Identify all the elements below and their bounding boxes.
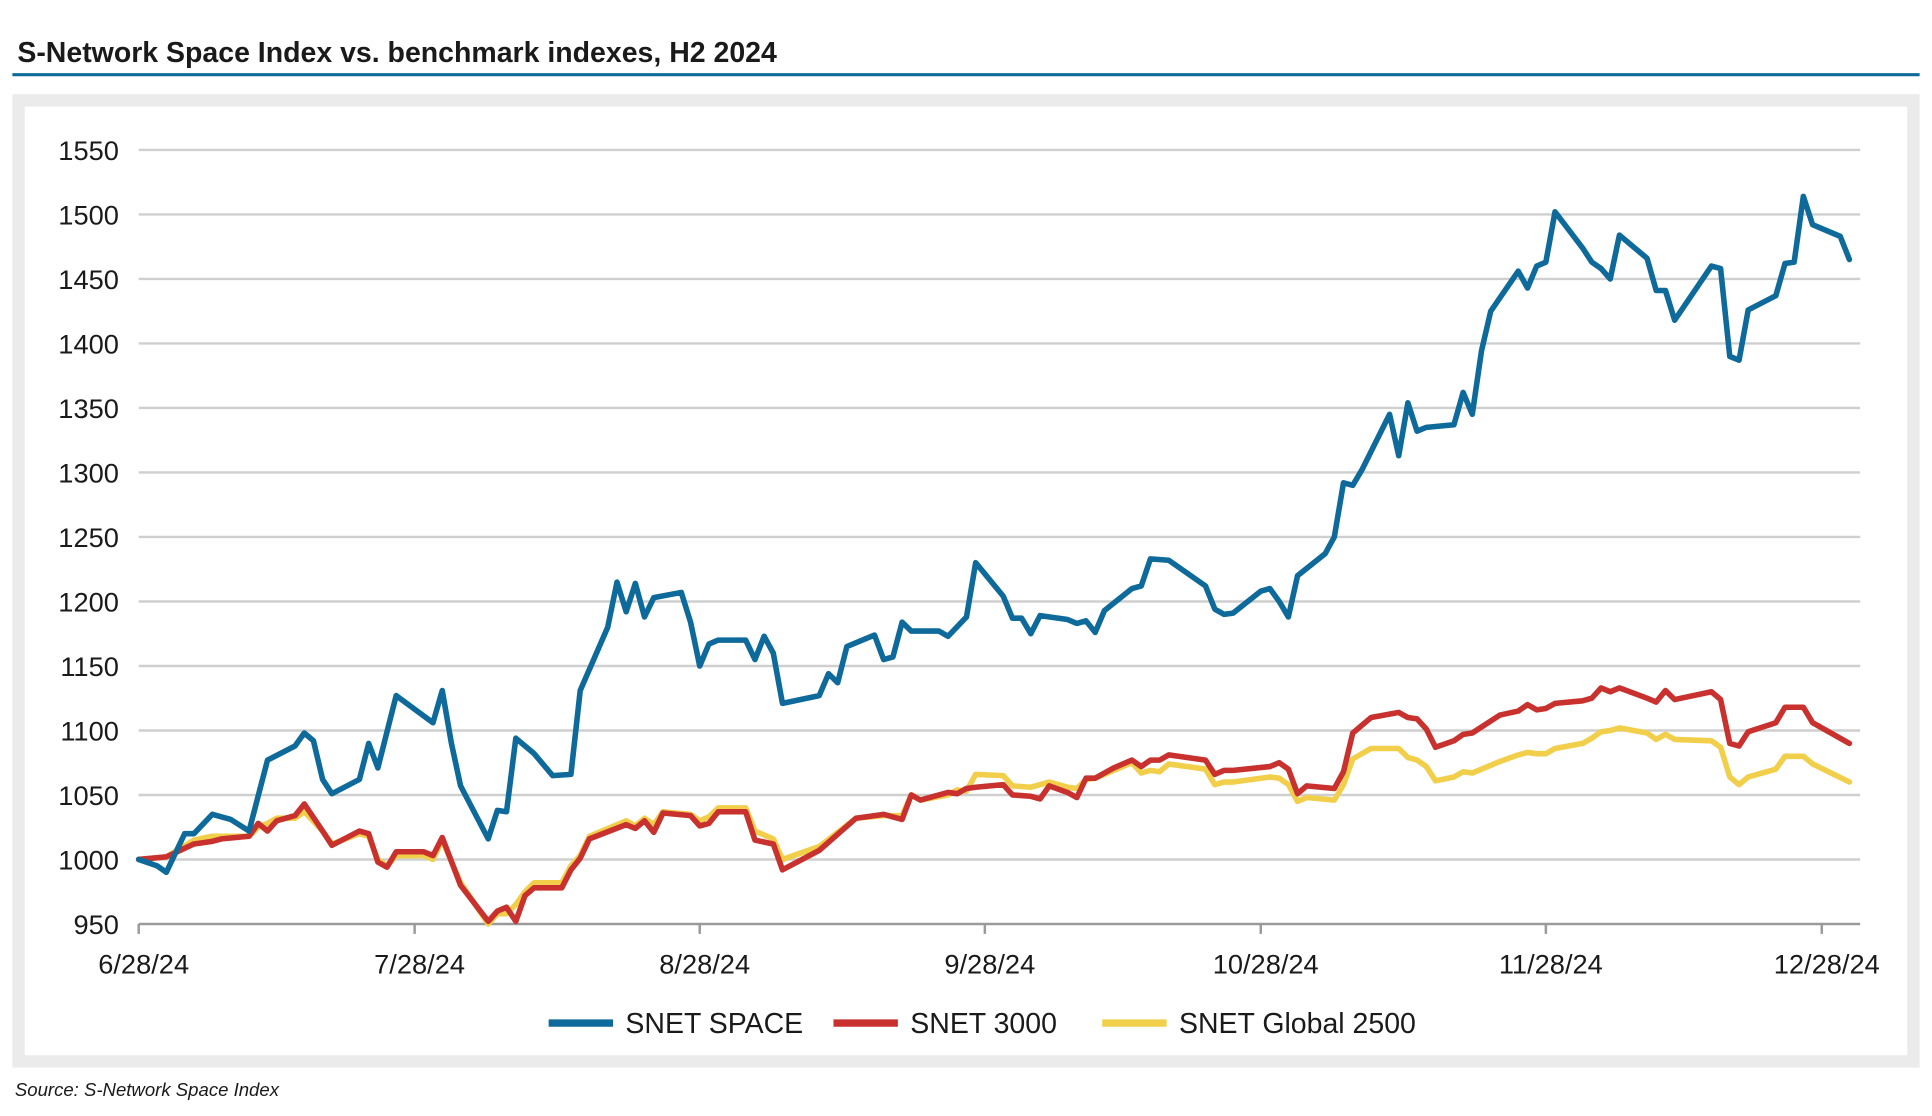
series-lines bbox=[135, 193, 1853, 927]
source-note: Source: S-Network Space Index bbox=[15, 1079, 280, 1100]
y-tick-label: 1400 bbox=[58, 328, 119, 359]
chart-title: S-Network Space Index vs. benchmark inde… bbox=[17, 37, 777, 69]
y-tick-label: 1550 bbox=[58, 135, 119, 166]
y-tick-label: 950 bbox=[73, 909, 118, 940]
y-tick-label: 1350 bbox=[58, 393, 119, 424]
x-axis: 6/28/24 7/28/24 8/28/24 9/28/24 10/28/24 11/2… bbox=[98, 922, 1880, 980]
y-tick-label: 1100 bbox=[60, 715, 119, 746]
y-tick-label: 1250 bbox=[58, 522, 119, 553]
y-tick-label: 1150 bbox=[60, 651, 119, 682]
series-line-snet-3000 bbox=[135, 685, 1853, 925]
x-tick-label: 10/28/24 bbox=[1213, 949, 1319, 980]
y-tick-label: 1050 bbox=[58, 780, 119, 811]
legend-item: SNET 3000 bbox=[833, 1008, 1057, 1040]
x-tick-label: 12/28/24 bbox=[1774, 949, 1880, 980]
legend-label: SNET 3000 bbox=[910, 1008, 1057, 1040]
y-tick-label: 1000 bbox=[58, 844, 119, 875]
legend-item: SNET Global 2500 bbox=[1102, 1008, 1416, 1040]
title-rule bbox=[12, 73, 1920, 77]
legend-label: SNET Global 2500 bbox=[1179, 1008, 1416, 1040]
x-tick-label: 6/28/24 bbox=[98, 949, 189, 980]
y-axis: 1550 1500 1450 1400 1350 1300 1250 1200 1150 1100… bbox=[58, 135, 119, 940]
y-tick-label: 1500 bbox=[58, 199, 119, 230]
x-tick-label: 7/28/24 bbox=[374, 949, 465, 980]
legend: SNET SPACE SNET 3000 SNET Global 2500 bbox=[548, 1008, 1416, 1040]
x-tick-label: 11/28/24 bbox=[1499, 949, 1603, 980]
legend-label: SNET SPACE bbox=[625, 1008, 803, 1040]
plot-panel bbox=[24, 106, 1908, 1056]
x-tick-label: 8/28/24 bbox=[659, 949, 750, 980]
y-tick-label: 1300 bbox=[58, 457, 119, 488]
y-tick-label: 1450 bbox=[58, 264, 119, 295]
y-tick-label: 1200 bbox=[58, 586, 119, 617]
gridlines bbox=[138, 148, 1861, 861]
x-tick-label: 9/28/24 bbox=[944, 949, 1035, 980]
legend-item: SNET SPACE bbox=[548, 1008, 803, 1040]
series-line-snet-space bbox=[135, 193, 1853, 876]
